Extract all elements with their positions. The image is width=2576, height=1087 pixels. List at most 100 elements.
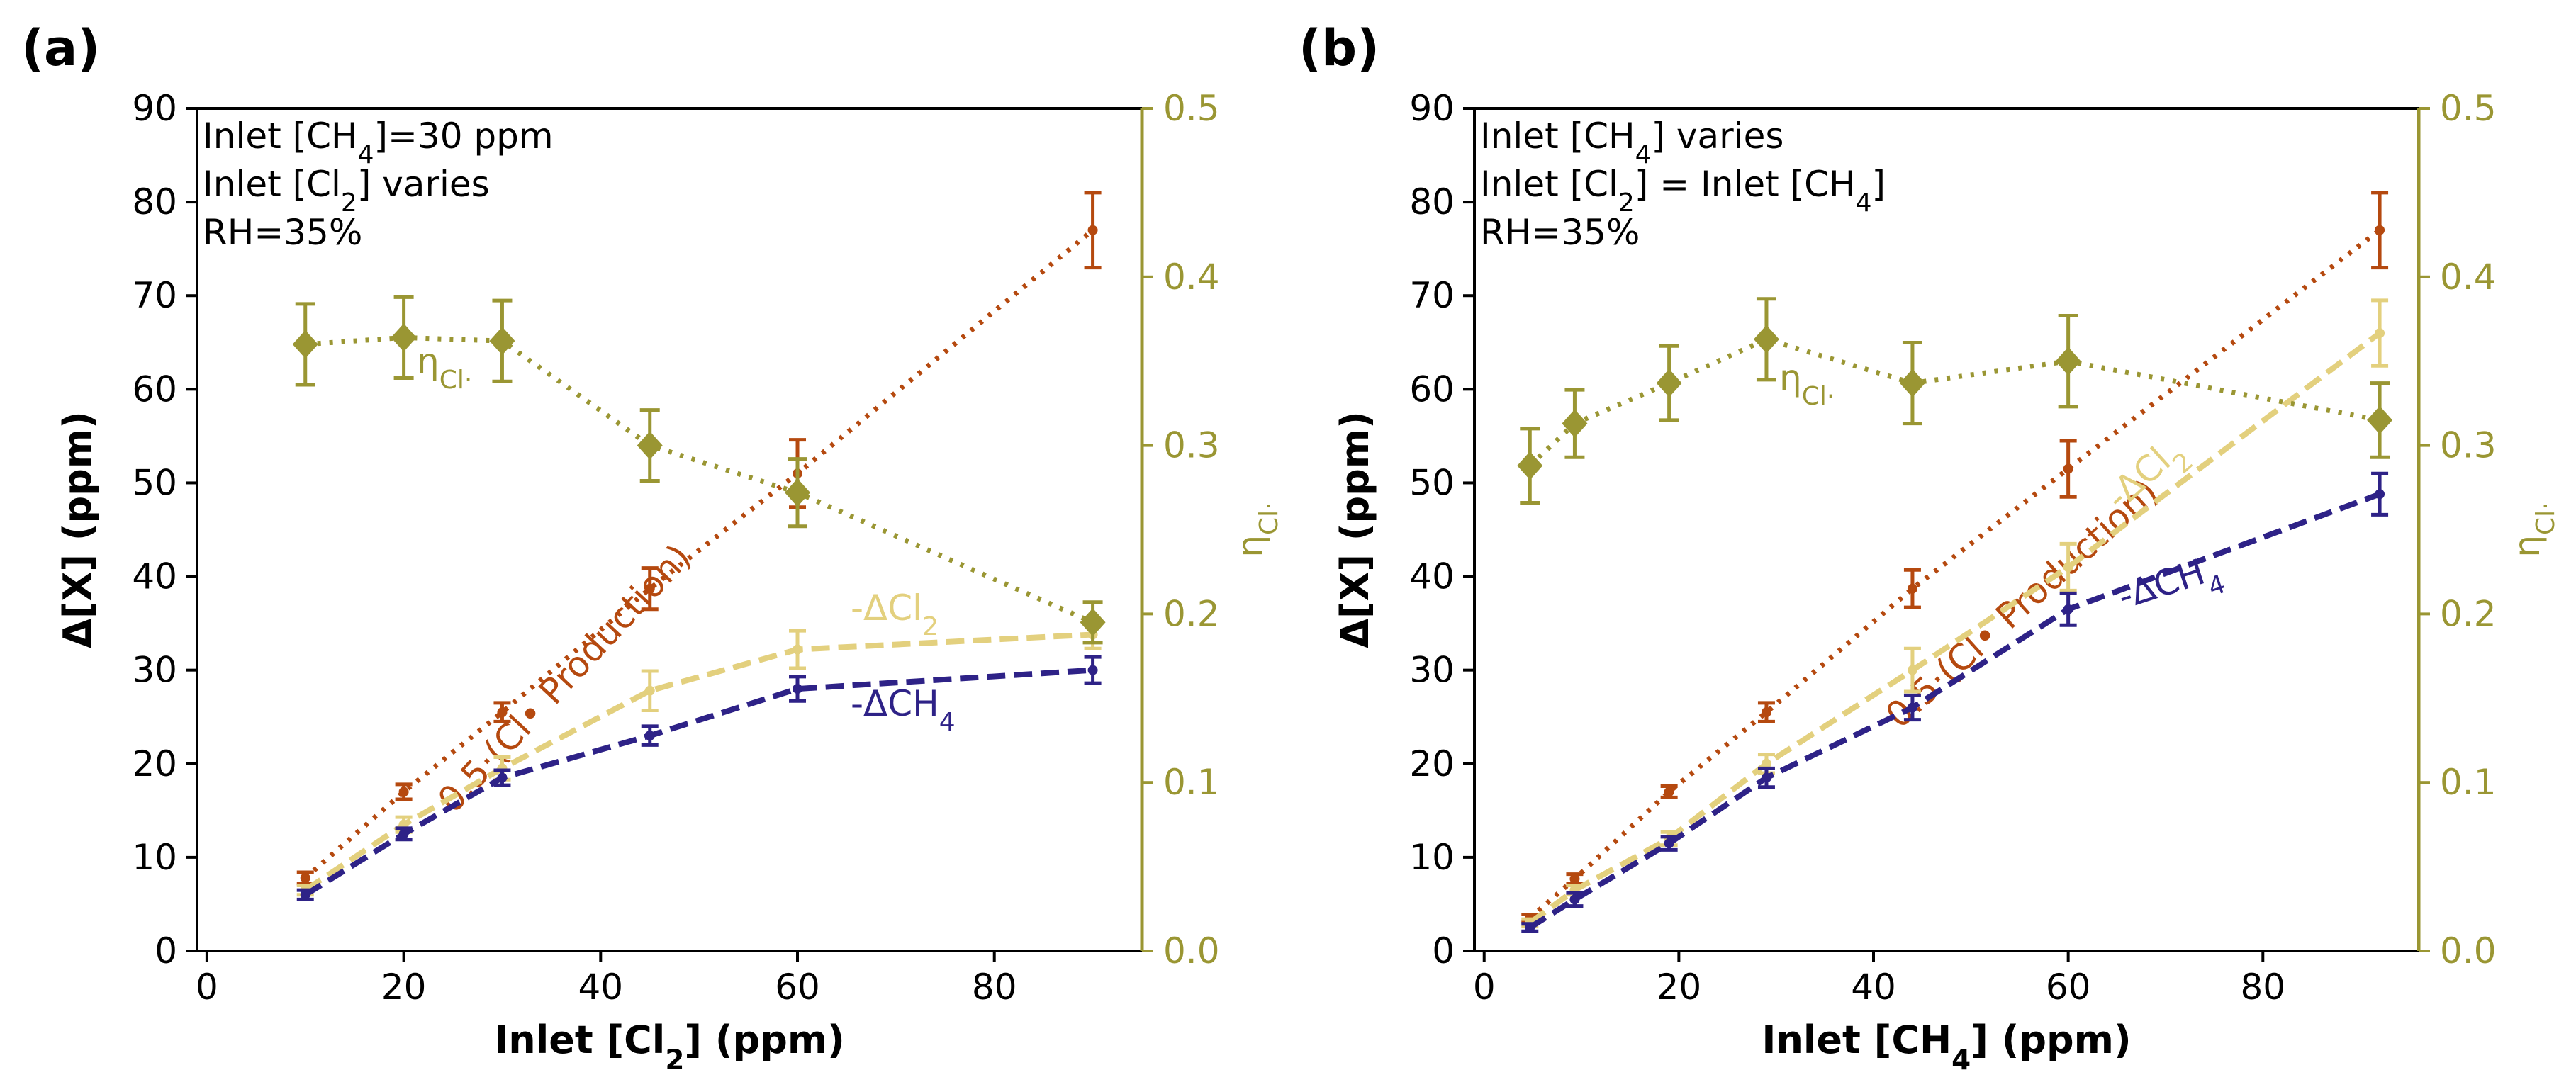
data-point <box>785 478 811 507</box>
y-right-tick-label: 0.0 <box>2440 930 2497 971</box>
y-tick-label: 10 <box>1409 837 1455 878</box>
y-right-tick-label: 0.4 <box>1163 257 1220 298</box>
y-right-tick-label: 0.1 <box>1163 762 1220 803</box>
series-label: -ΔCH4 <box>851 683 956 737</box>
data-point <box>300 889 310 900</box>
series-3 <box>1517 297 2393 505</box>
y-right-axis-title: ηCl· <box>1230 502 1284 557</box>
y-tick-label: 70 <box>1409 275 1455 316</box>
x-axis-title: Inlet [CH4] (ppm) <box>1762 1018 2131 1076</box>
y-tick-label: 50 <box>1409 462 1455 503</box>
annotation-line: Inlet [CH4]=30 ppm <box>203 116 554 169</box>
data-point <box>793 644 803 655</box>
y-tick-label: 0 <box>1432 930 1455 971</box>
data-point <box>2375 225 2385 235</box>
data-point <box>497 772 508 783</box>
y-right-tick-label: 0.0 <box>1163 930 1220 971</box>
series-1 <box>296 619 1102 897</box>
y-right-axis-title: ηCl· <box>2507 502 2560 557</box>
series-label: 0.5·(Cl• Production) <box>430 536 699 821</box>
y-tick-label: 40 <box>132 556 177 597</box>
series-line <box>303 667 1093 898</box>
y-tick-label: 50 <box>132 462 177 503</box>
y-right-tick-label: 0.1 <box>2440 762 2497 803</box>
y-right-tick-label: 0.4 <box>2440 257 2497 298</box>
data-point <box>2375 328 2385 339</box>
series-line <box>1528 330 2382 925</box>
data-point <box>1569 894 1580 905</box>
data-point <box>2063 463 2073 474</box>
data-point <box>2063 562 2073 573</box>
series-0 <box>1521 191 2389 924</box>
data-point <box>1753 325 1779 354</box>
series-line <box>303 631 1093 893</box>
data-point <box>398 787 409 797</box>
data-point <box>2367 405 2393 434</box>
panel-letter: (a) <box>21 19 100 77</box>
series-3 <box>292 295 1106 645</box>
series-1 <box>1521 298 2389 929</box>
data-point <box>1087 225 1098 235</box>
y-tick-label: 10 <box>132 837 177 878</box>
y-axis-title: Δ[X] (ppm) <box>1333 411 1377 648</box>
x-tick-label: 40 <box>578 967 623 1008</box>
x-tick-label: 40 <box>1851 967 1896 1008</box>
data-point <box>1080 608 1106 637</box>
data-point <box>1907 702 1917 713</box>
series-label: -ΔCl2 <box>851 587 939 641</box>
series-label: -ΔCH4 <box>2113 546 2229 629</box>
annotation-line: Inlet [Cl2] varies <box>203 164 490 218</box>
y-tick-label: 80 <box>1409 181 1455 223</box>
y-right-tick-label: 0.5 <box>2440 88 2497 129</box>
data-point <box>1907 583 1917 594</box>
annotation-line: Inlet [CH4] varies <box>1480 116 1783 169</box>
y-right-tick-label: 0.3 <box>1163 425 1220 466</box>
annotation-line: RH=35% <box>1480 212 1640 253</box>
data-point <box>2375 489 2385 500</box>
data-point <box>644 583 655 594</box>
data-point <box>398 828 409 839</box>
data-point <box>497 707 508 718</box>
data-point <box>489 327 515 356</box>
y-tick-label: 40 <box>1409 556 1455 597</box>
x-tick-label: 80 <box>972 967 1017 1008</box>
y-right-tick-label: 0.3 <box>2440 425 2497 466</box>
y-tick-label: 70 <box>132 275 177 316</box>
data-point <box>1664 787 1674 797</box>
panel-b: (b) 0 20 40 60 80 0 10 20 30 40 50 60 70 80 90 0.0 0.1 0.2… <box>1299 19 2560 1076</box>
x-tick-label: 60 <box>2046 967 2091 1008</box>
data-point <box>1656 368 1682 398</box>
y-right-tick-label: 0.5 <box>1163 88 1220 129</box>
data-point <box>637 431 663 460</box>
data-point <box>1664 838 1674 849</box>
series-line <box>303 228 1094 880</box>
data-point <box>644 731 655 741</box>
data-point <box>391 323 417 352</box>
annotation-line: RH=35% <box>203 212 362 253</box>
y-tick-label: 0 <box>155 930 177 971</box>
annotation-line: Inlet [Cl2] = Inlet [CH4] <box>1480 164 1886 218</box>
data-point <box>1087 665 1098 675</box>
x-tick-label: 0 <box>1473 967 1496 1008</box>
y-tick-label: 80 <box>132 181 177 223</box>
data-point <box>292 330 318 359</box>
x-tick-label: 60 <box>775 967 820 1008</box>
data-point <box>1517 451 1543 480</box>
data-point <box>2055 347 2081 376</box>
series-label: ηCl· <box>1779 357 1835 411</box>
series-0 <box>296 191 1102 886</box>
x-tick-label: 0 <box>196 967 218 1008</box>
series-label: ηCl· <box>417 341 472 395</box>
data-point <box>1761 772 1771 783</box>
data-point <box>2063 604 2073 614</box>
y-axis-title: Δ[X] (ppm) <box>55 411 100 648</box>
data-point <box>1761 707 1771 718</box>
series-2 <box>296 655 1102 901</box>
y-tick-label: 30 <box>1409 650 1455 691</box>
data-point <box>793 684 803 694</box>
data-point <box>644 685 655 696</box>
y-right-tick-label: 0.2 <box>1163 593 1220 634</box>
x-tick-label: 20 <box>1657 967 1702 1008</box>
data-point <box>300 872 310 883</box>
